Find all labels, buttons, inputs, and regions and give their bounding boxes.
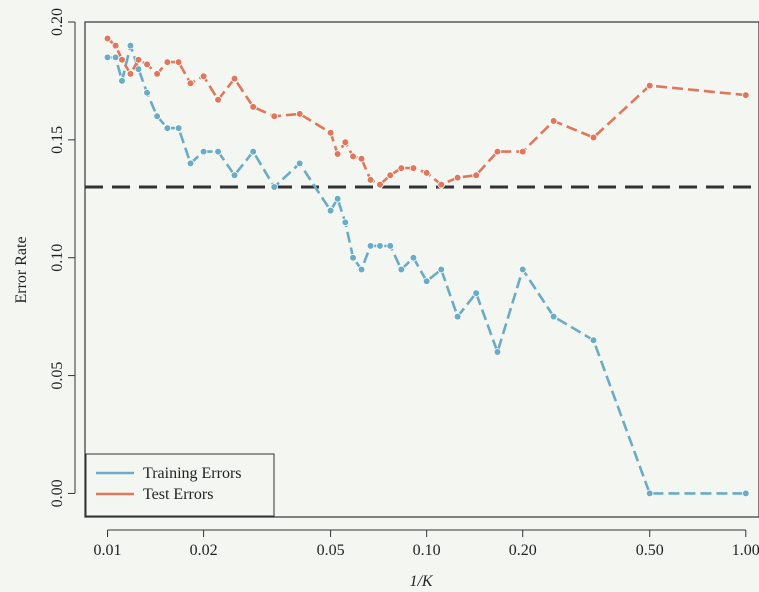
series-training-errors bbox=[103, 40, 750, 498]
data-point bbox=[249, 103, 257, 111]
y-tick-label: 0.00 bbox=[49, 479, 66, 507]
series-test-errors bbox=[103, 34, 750, 189]
data-point bbox=[118, 55, 126, 64]
data-point bbox=[453, 173, 462, 182]
data-point bbox=[143, 60, 151, 69]
data-point bbox=[126, 70, 135, 78]
data-point bbox=[341, 138, 350, 147]
series-line bbox=[106, 37, 746, 187]
data-point bbox=[645, 81, 654, 90]
y-tick-label: 0.20 bbox=[49, 8, 66, 36]
data-point bbox=[199, 72, 208, 81]
data-point bbox=[493, 147, 502, 156]
data-point bbox=[326, 128, 335, 137]
data-point bbox=[163, 124, 172, 132]
legend-label: Test Errors bbox=[143, 486, 213, 503]
data-point bbox=[409, 253, 418, 262]
data-point bbox=[366, 176, 375, 184]
data-point bbox=[295, 159, 304, 168]
x-axis: 0.01 0.02 0.05 0.10 0.20 0.50 1.00 bbox=[94, 529, 759, 559]
y-tick-label: 0.05 bbox=[49, 362, 66, 390]
data-point bbox=[333, 194, 342, 203]
data-point bbox=[493, 348, 502, 356]
data-point bbox=[589, 133, 598, 142]
data-point bbox=[134, 55, 143, 64]
data-point bbox=[422, 169, 431, 177]
data-point bbox=[103, 53, 112, 62]
data-point bbox=[357, 265, 366, 274]
data-point bbox=[549, 117, 558, 125]
data-point bbox=[741, 489, 750, 498]
data-point bbox=[186, 159, 195, 168]
series-line bbox=[107, 40, 746, 495]
data-point bbox=[357, 154, 366, 163]
data-point bbox=[270, 183, 279, 191]
data-point bbox=[230, 171, 239, 180]
data-point bbox=[143, 88, 151, 97]
data-point bbox=[422, 277, 431, 286]
data-point bbox=[341, 218, 350, 227]
data-point bbox=[118, 77, 126, 85]
data-point bbox=[376, 242, 384, 250]
data-point bbox=[397, 265, 406, 274]
data-point bbox=[111, 53, 120, 62]
data-point bbox=[518, 265, 527, 274]
legend-label: Training Errors bbox=[143, 465, 242, 482]
data-point bbox=[270, 112, 279, 121]
x-tick-label: 0.10 bbox=[413, 542, 441, 559]
data-point bbox=[103, 34, 112, 43]
legend: Training Errors Test Errors bbox=[85, 453, 275, 517]
data-point bbox=[186, 79, 195, 88]
data-point bbox=[589, 336, 598, 345]
data-point bbox=[386, 242, 395, 250]
y-axis: 0.00 0.05 0.10 0.15 0.20 bbox=[49, 8, 76, 507]
data-point bbox=[126, 41, 135, 50]
data-point bbox=[153, 70, 161, 78]
x-tick-label: 1.00 bbox=[732, 542, 759, 559]
data-point bbox=[453, 312, 462, 321]
data-point bbox=[249, 147, 257, 156]
x-tick-label: 0.01 bbox=[94, 542, 122, 559]
data-point bbox=[134, 65, 143, 73]
x-tick-label: 0.02 bbox=[190, 542, 218, 559]
data-point bbox=[376, 180, 384, 189]
plot-frame bbox=[84, 21, 759, 518]
data-point bbox=[518, 147, 527, 156]
data-point bbox=[645, 489, 654, 498]
data-point bbox=[199, 147, 208, 156]
data-point bbox=[214, 147, 222, 156]
data-point bbox=[174, 124, 183, 132]
data-point bbox=[326, 206, 335, 215]
data-point bbox=[437, 180, 446, 189]
data-point bbox=[230, 74, 239, 83]
data-point bbox=[472, 289, 480, 297]
data-point bbox=[174, 58, 183, 66]
data-point bbox=[163, 58, 172, 66]
data-point bbox=[741, 91, 750, 99]
data-point bbox=[333, 150, 342, 158]
data-point bbox=[153, 112, 161, 121]
series-layer bbox=[103, 34, 750, 498]
data-point bbox=[397, 164, 406, 172]
x-tick-label: 0.20 bbox=[509, 542, 537, 559]
data-point bbox=[111, 41, 120, 50]
data-point bbox=[472, 171, 480, 180]
data-point bbox=[409, 164, 418, 172]
legend-box bbox=[85, 453, 275, 517]
y-tick-label: 0.15 bbox=[49, 126, 66, 154]
x-axis-title: 1/K bbox=[409, 573, 433, 590]
y-axis-title: Error Rate bbox=[13, 236, 30, 303]
y-tick-label: 0.10 bbox=[49, 244, 66, 272]
data-point bbox=[349, 253, 357, 262]
data-point bbox=[437, 265, 446, 274]
x-tick-label: 0.05 bbox=[317, 542, 345, 559]
x-tick-label: 0.50 bbox=[636, 542, 664, 559]
data-point bbox=[366, 242, 375, 250]
data-point bbox=[349, 152, 357, 161]
data-point bbox=[295, 110, 304, 118]
data-point bbox=[549, 312, 558, 321]
data-point bbox=[214, 95, 222, 104]
data-point bbox=[386, 171, 395, 180]
